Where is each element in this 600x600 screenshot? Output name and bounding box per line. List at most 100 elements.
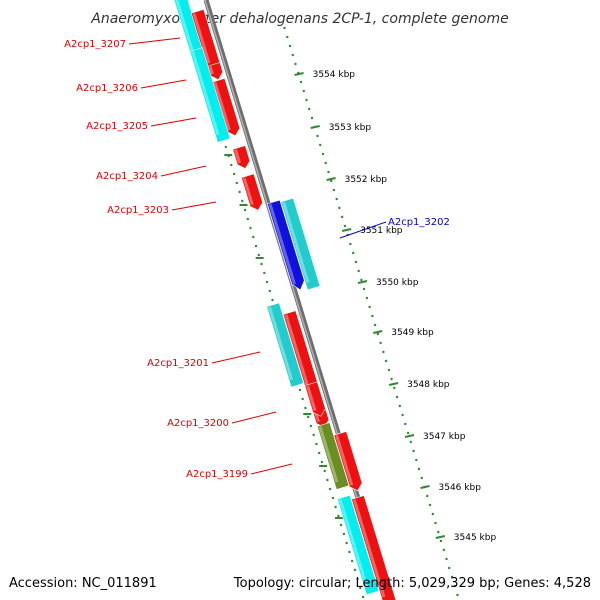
- ring-dot: [361, 595, 365, 599]
- kbp-tick-label: 3546 kbp: [439, 483, 482, 493]
- ring-dot: [456, 593, 459, 597]
- ring-dot: [337, 514, 340, 518]
- ring-dot: [288, 44, 292, 48]
- ring-dot: [318, 451, 321, 455]
- ring-dot: [305, 98, 308, 102]
- ring-dot: [304, 406, 307, 410]
- ring-dot: [442, 548, 445, 552]
- gene-label[interactable]: A2cp1_3202: [388, 217, 450, 228]
- ring-dot: [246, 217, 249, 221]
- ring-dot: [263, 271, 266, 275]
- gene-label-leader: [231, 411, 277, 424]
- ring-dot: [341, 215, 344, 219]
- ring-dot: [249, 226, 252, 230]
- kbp-tick-label: 3549 kbp: [391, 328, 434, 338]
- ring-dot: [332, 188, 336, 192]
- gene-labels: A2cp1_3207 A2cp1_3206 A2cp1_3205 A2cp1_3204…: [64, 37, 450, 480]
- gene-label[interactable]: A2cp1_3205: [86, 121, 148, 132]
- ring-dot: [315, 442, 318, 446]
- gene-feature: [241, 173, 263, 211]
- gene-feature: [266, 199, 305, 291]
- ring-dot: [286, 35, 289, 39]
- ring-dot: [434, 521, 437, 525]
- kbp-tick-label: 3545 kbp: [454, 533, 497, 543]
- ring-dot: [401, 413, 404, 417]
- ring-dot: [302, 89, 305, 93]
- ring-dot: [265, 280, 269, 284]
- gene-feature: [304, 381, 326, 417]
- ring-dot: [398, 404, 401, 408]
- ring-dot: [428, 503, 432, 507]
- gene-label-leader: [250, 463, 293, 475]
- ring-dot: [384, 359, 388, 363]
- ring-dot: [271, 298, 274, 302]
- ring-dot: [316, 134, 319, 138]
- ring-dot: [342, 532, 346, 536]
- ring-dot: [426, 494, 429, 498]
- ring-dot: [360, 278, 363, 282]
- gene-label-leader: [171, 201, 217, 211]
- ring-dot: [335, 197, 338, 201]
- gene-label[interactable]: A2cp1_3206: [76, 83, 138, 94]
- ring-dot: [268, 289, 271, 293]
- ring-dot: [395, 395, 399, 399]
- ring-dot: [257, 253, 260, 257]
- gene-label[interactable]: A2cp1_3204: [96, 171, 158, 182]
- ring-dot: [326, 478, 329, 482]
- kbp-tick-mark: [435, 535, 446, 539]
- ring-dot: [309, 424, 313, 428]
- ring-dot: [379, 341, 382, 345]
- ring-dot: [353, 568, 357, 572]
- ring-dot: [390, 377, 393, 381]
- ring-dot: [301, 397, 304, 401]
- ring-dot: [327, 170, 330, 174]
- ring-dot: [409, 440, 412, 444]
- ring-dot: [230, 163, 233, 167]
- ring-dot: [357, 269, 360, 273]
- ring-dot: [307, 415, 310, 419]
- map-title: Anaeromyxobacter dehalogenans 2CP-1, com…: [90, 11, 508, 27]
- ring-dot: [352, 251, 355, 255]
- gene-feature: [337, 494, 380, 596]
- ring-dot: [331, 496, 335, 500]
- kbp-ticks: 3554 kbp 3553 kbp 3552 kbp 3551 kbp 3550 kbp…: [294, 70, 497, 543]
- gene-label[interactable]: A2cp1_3199: [186, 469, 248, 480]
- kbp-tick-label: 3550 kbp: [376, 278, 419, 288]
- kbp-tick-label: 3548 kbp: [407, 380, 450, 390]
- ring-dot: [439, 539, 443, 543]
- gene-label[interactable]: A2cp1_3203: [107, 205, 169, 216]
- kbp-tick-mark: [326, 177, 336, 181]
- ring-dot: [382, 350, 385, 354]
- ring-dot: [312, 433, 315, 437]
- kbp-tick-label: 3554 kbp: [313, 70, 356, 80]
- ring-dot: [376, 332, 380, 336]
- kbp-tick-mark: [420, 485, 430, 489]
- ring-dot: [368, 305, 371, 309]
- ring-dot: [338, 206, 341, 210]
- gene-label[interactable]: A2cp1_3201: [147, 358, 209, 369]
- ring-dot: [339, 523, 343, 527]
- kbp-tick-label: 3553 kbp: [329, 123, 372, 133]
- ring-dot: [420, 476, 423, 480]
- ring-dot: [235, 181, 238, 185]
- ring-dot: [334, 505, 337, 509]
- gene-label[interactable]: A2cp1_3200: [167, 418, 229, 429]
- ring-dot: [294, 62, 297, 66]
- ring-dot: [448, 566, 451, 570]
- ring-dot: [365, 296, 369, 300]
- gene-feature: [280, 197, 321, 291]
- kbp-tick-mark: [404, 434, 415, 438]
- ring-dot: [445, 557, 448, 561]
- ring-dot: [371, 314, 374, 318]
- ring-dot: [324, 161, 327, 165]
- kbp-tick-mark: [357, 280, 368, 284]
- ring-dot: [349, 242, 352, 246]
- gene-label-leader: [339, 221, 387, 239]
- ring-dot: [241, 199, 244, 203]
- ring-dot: [310, 116, 314, 120]
- gene-label-leader: [128, 37, 181, 45]
- gene-features: [168, 0, 397, 600]
- ring-dot: [359, 586, 362, 590]
- gene-label[interactable]: A2cp1_3207: [64, 39, 126, 50]
